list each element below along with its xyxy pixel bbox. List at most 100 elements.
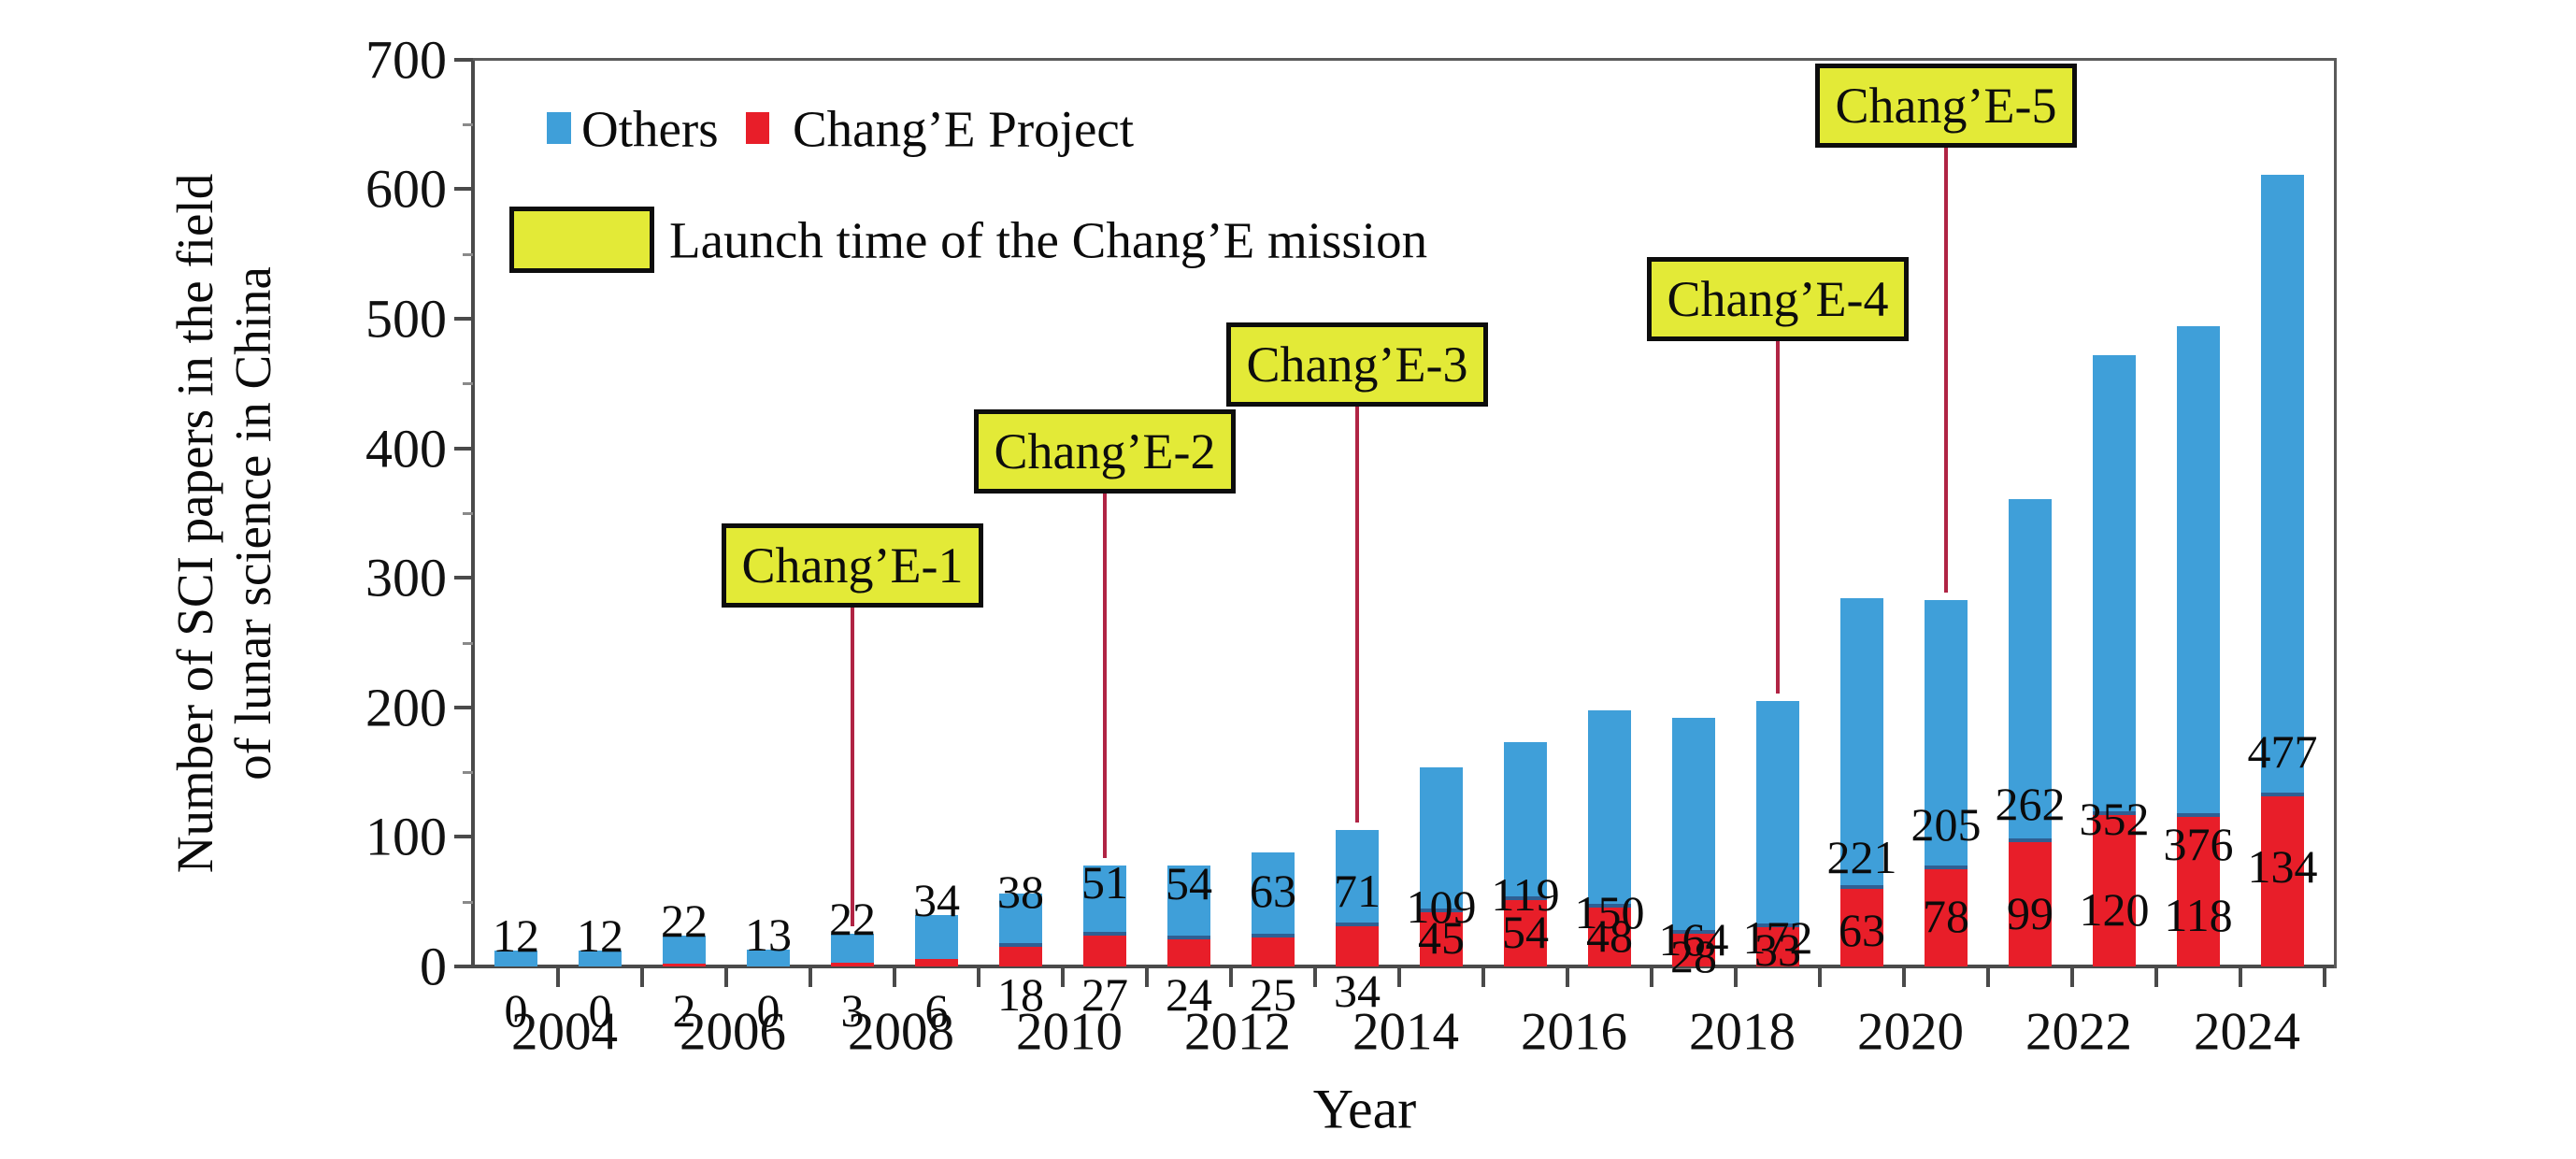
- x-tick-13: [1650, 968, 1653, 987]
- x-tick-18: [2070, 968, 2074, 987]
- bar-label-others-2019: 221: [1826, 830, 1897, 883]
- bar-2019-change: [1840, 884, 1883, 966]
- x-tick-label-2010: 2010: [1016, 1002, 1123, 1062]
- bar-2018-change: [1756, 923, 1799, 966]
- launch-legend-box: [509, 207, 654, 273]
- y-tick-label-100: 100: [365, 806, 447, 867]
- launch-legend-label: Launch time of the Chang’E mission: [669, 211, 1428, 269]
- mission-line-3: [1355, 403, 1359, 823]
- bar-2006-others: [747, 949, 790, 966]
- bar-2012-others: [1252, 852, 1295, 938]
- x-tick-label-2020: 2020: [1857, 1002, 1964, 1062]
- x-tick-4: [893, 968, 896, 987]
- bar-2011-change: [1167, 935, 1210, 966]
- bar-2007-others: [831, 934, 874, 963]
- bar-2010-others: [1083, 865, 1126, 936]
- x-tick-label-2018: 2018: [1689, 1002, 1796, 1062]
- x-tick-12: [1566, 968, 1569, 987]
- y-tick-500: [454, 317, 473, 321]
- x-tick-7: [1145, 968, 1149, 987]
- y-axis-title: Number of SCI papers in the field of lun…: [166, 174, 282, 873]
- bar-label-change-2005: 2: [672, 984, 696, 1037]
- x-tick-17: [1986, 968, 1990, 987]
- bar-2017-change: [1672, 930, 1715, 966]
- bar-2003-others: [494, 951, 537, 966]
- y-minor-tick-450: [463, 382, 473, 386]
- x-tick-3: [809, 968, 812, 987]
- bar-2023-change: [2177, 813, 2220, 966]
- bar-label-others-2023: 376: [2163, 818, 2234, 871]
- y-minor-tick-50: [463, 900, 473, 904]
- mission-line-1: [851, 604, 854, 927]
- bar-2005-others: [663, 935, 706, 965]
- bar-2020-change: [1925, 865, 1968, 966]
- y-tick-label-600: 600: [365, 158, 447, 220]
- y-tick-600: [454, 187, 473, 192]
- others-legend-label: Others: [581, 100, 719, 158]
- bar-label-change-2012: 25: [1250, 968, 1296, 1021]
- bar-label-change-2010: 27: [1081, 968, 1128, 1021]
- bar-2020-others: [1925, 599, 1968, 869]
- bar-label-others-2022: 352: [2079, 792, 2150, 845]
- bar-label-change-2021: 99: [2007, 887, 2054, 940]
- x-axis-title: Year: [1312, 1078, 1417, 1140]
- bar-2011-others: [1167, 865, 1210, 939]
- bar-label-others-2011: 54: [1166, 856, 1212, 909]
- bar-label-others-2010: 51: [1081, 855, 1128, 909]
- bar-2010-change: [1083, 931, 1126, 966]
- x-tick-0: [556, 968, 560, 987]
- y-tick-300: [454, 576, 473, 580]
- y-axis-title-line1: Number of SCI papers in the field: [166, 173, 223, 874]
- bar-label-others-2014: 109: [1406, 880, 1477, 933]
- x-tick-1: [640, 968, 644, 987]
- x-tick-11: [1481, 968, 1485, 987]
- x-tick-10: [1397, 968, 1401, 987]
- y-axis-title-line2: of lunar science in China: [224, 266, 281, 780]
- y-tick-400: [454, 446, 473, 451]
- bar-label-others-2015: 119: [1491, 868, 1560, 922]
- mission-box-4: Chang’E-4: [1647, 257, 1909, 341]
- bar-2014-change: [1420, 908, 1463, 966]
- bar-label-others-2009: 38: [997, 866, 1044, 919]
- x-tick-label-2022: 2022: [2025, 1002, 2132, 1062]
- bar-label-change-2020: 78: [1923, 889, 1969, 942]
- bar-label-others-2008: 34: [913, 873, 960, 926]
- x-tick-16: [1902, 968, 1906, 987]
- bar-label-others-2016: 150: [1574, 886, 1645, 939]
- y-tick-label-300: 300: [365, 547, 447, 608]
- y-tick-700: [454, 57, 473, 62]
- mission-line-2: [1103, 490, 1107, 858]
- y-tick-label-700: 700: [365, 29, 447, 91]
- bar-label-change-2009: 18: [997, 968, 1044, 1021]
- bar-2004-others: [579, 951, 622, 966]
- bar-2014-others: [1420, 766, 1463, 912]
- mission-line-4: [1776, 337, 1780, 694]
- bar-2005-change: [663, 964, 706, 966]
- bar-2016-change: [1588, 904, 1631, 966]
- x-tick-label-2012: 2012: [1184, 1002, 1291, 1062]
- change-legend-swatch: [746, 112, 769, 144]
- bar-label-others-2024: 477: [2247, 725, 2318, 779]
- x-tick-label-2016: 2016: [1521, 1002, 1627, 1062]
- y-minor-tick-150: [463, 771, 473, 775]
- y-minor-tick-350: [463, 511, 473, 515]
- bar-2008-change: [915, 958, 958, 966]
- y-tick-label-0: 0: [420, 936, 447, 997]
- bar-2008-others: [915, 914, 958, 959]
- x-tick-21: [2323, 968, 2326, 987]
- y-minor-tick-650: [463, 123, 473, 127]
- x-tick-8: [1229, 968, 1233, 987]
- change-legend-label: Chang’E Project: [793, 100, 1135, 158]
- bar-2013-others: [1336, 830, 1379, 926]
- bar-label-change-2006: 0: [756, 984, 780, 1037]
- bar-label-change-2017: 28: [1670, 929, 1717, 982]
- y-minor-tick-550: [463, 252, 473, 256]
- bar-2024-change: [2261, 793, 2304, 966]
- x-tick-20: [2239, 968, 2242, 987]
- y-tick-label-400: 400: [365, 418, 447, 479]
- bar-label-change-2008: 6: [924, 984, 949, 1037]
- x-tick-15: [1818, 968, 1822, 987]
- bar-2015-change: [1504, 896, 1547, 966]
- y-tick-label-200: 200: [365, 677, 447, 738]
